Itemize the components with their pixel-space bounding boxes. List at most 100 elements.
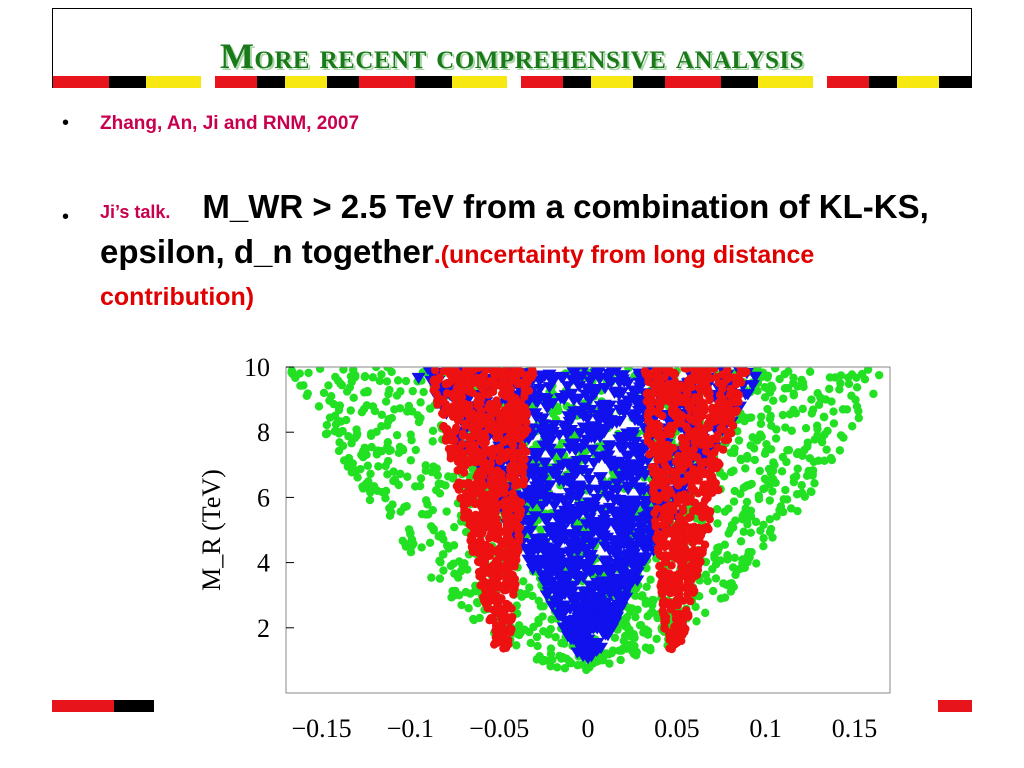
- data-point: [869, 389, 878, 399]
- data-point: [474, 378, 484, 387]
- data-point: [580, 367, 590, 375]
- data-point: [738, 389, 753, 401]
- data-point: [538, 458, 553, 471]
- strip-segment: [451, 76, 508, 88]
- data-point: [453, 573, 463, 582]
- data-point: [680, 490, 689, 499]
- data-point: [742, 497, 752, 507]
- data-point: [491, 608, 501, 617]
- strip-segment: [938, 700, 972, 712]
- data-point: [507, 625, 516, 634]
- x-tick-label: −0.15: [291, 714, 351, 743]
- data-point: [525, 498, 540, 510]
- data-point: [597, 557, 612, 569]
- data-point: [501, 578, 510, 588]
- data-point: [835, 385, 844, 394]
- data-point: [829, 407, 838, 416]
- data-point: [414, 417, 424, 427]
- data-point: [517, 592, 526, 601]
- data-point: [766, 524, 776, 534]
- data-point: [598, 383, 613, 395]
- data-point: [605, 659, 614, 668]
- data-point: [366, 469, 375, 479]
- strip-segment: [827, 76, 870, 88]
- data-point: [665, 501, 674, 510]
- data-point: [772, 512, 781, 521]
- data-point: [377, 446, 387, 456]
- data-point: [480, 445, 490, 455]
- data-point: [657, 572, 667, 581]
- data-point: [612, 606, 627, 618]
- data-point: [616, 502, 631, 514]
- data-point: [767, 476, 777, 486]
- data-point: [433, 471, 443, 480]
- data-point: [679, 436, 689, 446]
- strip-segment: [896, 76, 939, 88]
- data-point: [510, 367, 520, 373]
- data-point: [578, 606, 593, 618]
- data-point: [496, 472, 506, 481]
- data-point: [425, 538, 435, 548]
- data-point: [486, 489, 495, 499]
- data-point: [466, 589, 475, 598]
- data-point: [476, 456, 485, 465]
- data-point: [491, 621, 501, 630]
- data-point: [712, 505, 722, 514]
- data-point: [417, 509, 427, 519]
- data-point: [485, 464, 494, 473]
- x-tick-label: 0.1: [749, 714, 782, 743]
- data-point: [554, 372, 569, 384]
- data-point: [654, 496, 663, 505]
- data-point: [731, 570, 740, 580]
- data-point: [759, 534, 768, 543]
- data-point: [536, 466, 551, 478]
- data-point: [427, 573, 436, 582]
- data-point: [667, 644, 676, 654]
- data-point: [719, 410, 729, 420]
- data-point: [810, 479, 819, 488]
- data-point: [603, 544, 618, 556]
- data-point: [692, 617, 701, 626]
- data-point: [765, 515, 775, 524]
- data-point: [642, 563, 651, 573]
- data-point: [673, 638, 682, 647]
- data-point: [656, 467, 666, 477]
- data-point: [701, 570, 711, 579]
- data-point: [651, 522, 660, 531]
- data-point: [390, 405, 399, 414]
- strip-segment: [563, 76, 591, 88]
- data-point: [475, 485, 484, 494]
- data-point: [671, 420, 681, 429]
- data-point: [439, 550, 448, 559]
- data-point: [562, 416, 577, 429]
- data-point: [679, 596, 688, 605]
- data-point: [729, 497, 739, 506]
- data-point: [596, 407, 611, 419]
- data-point: [398, 444, 407, 454]
- data-point: [727, 520, 737, 530]
- data-point: [489, 640, 499, 649]
- data-point: [350, 433, 360, 443]
- data-point: [556, 622, 571, 634]
- data-point: [408, 407, 417, 416]
- data-point: [612, 527, 627, 540]
- data-point: [451, 448, 461, 457]
- data-point: [566, 634, 581, 646]
- data-point: [576, 537, 591, 549]
- data-point: [820, 456, 829, 465]
- data-point: [621, 481, 636, 493]
- data-point: [701, 378, 711, 387]
- data-point: [769, 458, 778, 467]
- data-point: [499, 606, 508, 615]
- data-point: [854, 413, 863, 423]
- strip-segment: [938, 76, 971, 88]
- data-point: [680, 449, 690, 459]
- data-point: [690, 586, 699, 596]
- x-axis-ticks: −0.15 −0.1 −0.05 0 0.05 0.1 0.15: [291, 714, 877, 743]
- data-point: [467, 374, 477, 383]
- data-point: [689, 367, 699, 373]
- y-tick-label: 2: [257, 614, 270, 643]
- data-point: [765, 496, 774, 505]
- data-point: [658, 411, 667, 421]
- data-point: [622, 644, 631, 653]
